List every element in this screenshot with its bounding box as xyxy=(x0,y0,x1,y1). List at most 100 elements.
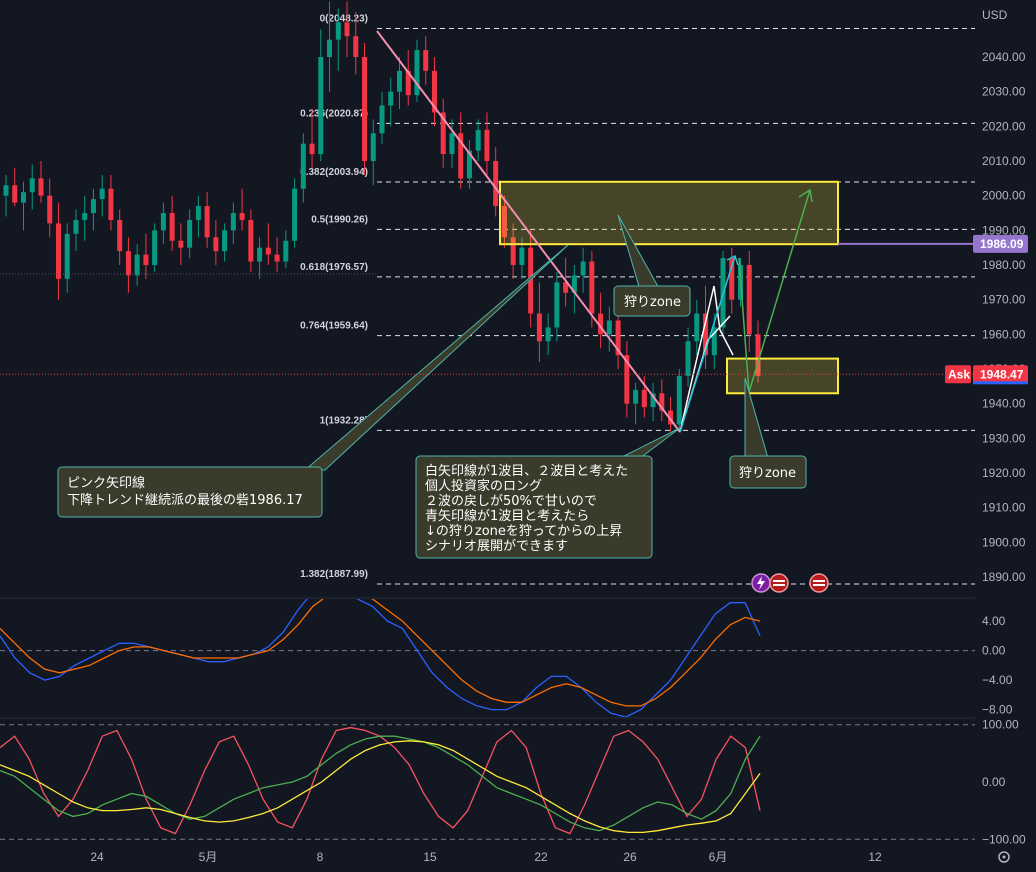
gear-icon xyxy=(998,851,1010,863)
macd-pane: 4.00 0.00 −4.00 −8.00 xyxy=(0,599,1013,717)
candle-body xyxy=(169,213,175,241)
us-flag-stripe-icon xyxy=(773,584,785,586)
time-axis: 24 5月 8 15 22 26 6月 12 xyxy=(90,850,882,864)
candle-body xyxy=(239,213,245,220)
main-note-line: 白矢印線が1波目、２波目と考えた xyxy=(425,463,628,479)
candle-body xyxy=(73,219,79,234)
white-arrow-line[interactable] xyxy=(679,285,734,433)
price-tick-label: 1930.00 xyxy=(982,431,1026,445)
drawings xyxy=(376,30,813,433)
oscillator-tick-label: −8.00 xyxy=(982,703,1013,717)
oscillator-series-line xyxy=(0,740,761,834)
price-tags: 1986.09 Ask 1948.47 xyxy=(0,234,1028,385)
fib-level-label: 0.5(1990.26) xyxy=(311,214,368,225)
candle-body xyxy=(29,178,35,193)
candle-body xyxy=(204,206,210,238)
fib-level-label: 0.382(2003.94) xyxy=(300,167,368,178)
candle-body xyxy=(396,70,402,92)
candle-body xyxy=(528,247,534,314)
candle-body xyxy=(353,36,359,57)
price-tag-1986[interactable] xyxy=(973,234,1028,253)
price-tag-ask[interactable] xyxy=(973,365,1028,384)
candle-body xyxy=(187,219,193,248)
fib-level-label: 0(2048.23) xyxy=(320,13,368,24)
candle-body xyxy=(449,133,455,155)
candle-body xyxy=(309,143,315,155)
main-note-line: ２波の戻しが50%で甘いので xyxy=(425,494,597,509)
candle-body xyxy=(633,389,639,404)
candle-body xyxy=(82,213,88,220)
candle-body xyxy=(440,112,446,155)
green-arrowhead xyxy=(798,188,813,203)
candle-body xyxy=(755,334,761,376)
candle-body xyxy=(257,247,263,262)
candle-body xyxy=(143,254,149,265)
blue-arrowhead xyxy=(726,254,739,266)
candle-body xyxy=(694,313,700,342)
zone-label-upper[interactable]: 狩りzone xyxy=(613,285,691,317)
candle-body xyxy=(711,327,717,356)
candle-body xyxy=(589,261,595,314)
candle-body xyxy=(484,129,490,161)
pink-trend-line[interactable] xyxy=(376,30,681,433)
fibonacci-levels: 0(2048.23) 0.236(2020.87) 0.382(2003.94) 0.… xyxy=(300,13,975,585)
candlestick-series xyxy=(3,1,761,432)
oscillator-series-line xyxy=(0,735,761,832)
time-tick-label: 8 xyxy=(317,850,324,864)
candle-body xyxy=(510,237,516,265)
price-tick-label: 2040.00 xyxy=(982,50,1026,64)
candle-body xyxy=(213,237,219,252)
candle-body xyxy=(746,265,752,335)
chart-settings-button[interactable] xyxy=(998,851,1010,863)
pink-note-box xyxy=(57,466,323,518)
pink-note[interactable]: ピンク矢印線 下降トレンド継続派の最後の砦1986.17 xyxy=(57,466,323,518)
candle-body xyxy=(335,22,341,40)
zone-label-lower[interactable]: 狩りzone xyxy=(729,455,807,489)
price-tick-label: 2020.00 xyxy=(982,119,1026,133)
candle-body xyxy=(379,105,385,134)
candle-body xyxy=(292,188,298,241)
time-tick-label: 6月 xyxy=(709,850,728,864)
candle-body xyxy=(501,206,507,238)
price-tick-label: 1940.00 xyxy=(982,397,1026,411)
price-tick-label: 1900.00 xyxy=(982,535,1026,549)
fib-level-label: 0.618(1976.57) xyxy=(300,262,368,273)
pink-note-line: ピンク矢印線 xyxy=(67,475,145,491)
candle-body xyxy=(265,247,271,255)
main-note[interactable]: 白矢印線が1波目、２波目と考えた 個人投資家のロング ２波の戻しが50%で甘いの… xyxy=(415,455,653,559)
candle-body xyxy=(195,206,201,220)
ask-tag-text: Ask xyxy=(948,367,970,381)
main-note-box xyxy=(415,455,653,559)
candle-body xyxy=(222,230,228,252)
blue-arrow-line[interactable] xyxy=(679,255,736,433)
candle-body xyxy=(606,320,612,335)
lightning-glyph-icon xyxy=(757,576,765,590)
callout-pointers xyxy=(303,214,769,471)
candle-body xyxy=(493,161,499,207)
candle-body xyxy=(423,50,429,71)
oscillator-series-line xyxy=(0,599,761,707)
hunt-zone-box[interactable] xyxy=(726,357,839,395)
oscillator-tick-label: −4.00 xyxy=(982,673,1013,687)
candle-body xyxy=(3,185,9,196)
time-tick-label: 5月 xyxy=(199,850,218,864)
event-markers xyxy=(751,573,829,593)
candle-body xyxy=(300,143,306,189)
us-flag-event-icon[interactable] xyxy=(769,573,789,593)
candle-body xyxy=(117,219,123,252)
price-tag-1986-text: 1986.09 xyxy=(980,237,1024,251)
pink-note-line: 下降トレンド継続派の最後の砦1986.17 xyxy=(67,493,303,508)
us-flag-stripe-icon xyxy=(813,584,825,586)
ask-tag[interactable] xyxy=(945,365,971,384)
hunt-zone-box[interactable] xyxy=(499,180,839,246)
us-flag-event-icon[interactable] xyxy=(809,573,829,593)
zone-label-box xyxy=(729,455,807,489)
time-tick-label: 26 xyxy=(623,850,637,864)
currency-label[interactable]: USD xyxy=(982,8,1008,22)
candle-body xyxy=(38,178,44,196)
price-tick-label: 1960.00 xyxy=(982,327,1026,341)
candle-body xyxy=(90,199,96,213)
candle-body xyxy=(283,240,289,262)
